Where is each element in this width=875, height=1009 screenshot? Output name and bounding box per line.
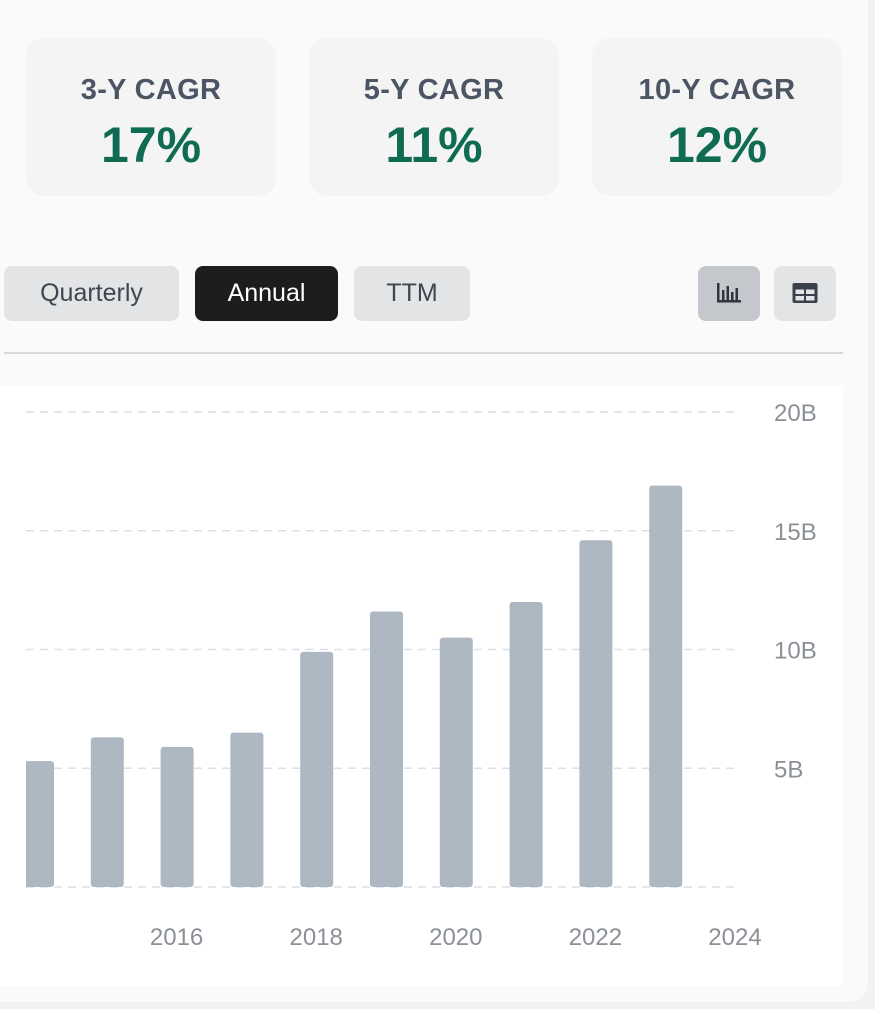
table-icon <box>792 283 818 303</box>
y-tick-label: 10B <box>774 638 817 665</box>
bar-2018[interactable] <box>300 651 334 887</box>
chart-area <box>0 386 843 986</box>
kpi-value: 17% <box>100 117 202 173</box>
bar-2015[interactable] <box>90 737 124 887</box>
kpi-label: 10-Y CAGR <box>638 74 796 106</box>
kpi-label: 3-Y CAGR <box>80 74 222 106</box>
kpi-value: 11% <box>385 117 483 173</box>
bar-2017[interactable] <box>230 732 264 887</box>
ttm-toggle[interactable]: TTM <box>354 266 470 321</box>
bar-2019[interactable] <box>370 611 403 888</box>
bar-chart-icon <box>717 283 741 303</box>
annual-toggle[interactable]: Annual <box>195 266 338 321</box>
kpi-card-3y: 3-Y CAGR 17% <box>26 38 276 196</box>
bar-2014[interactable] <box>21 761 54 887</box>
bar-2020[interactable] <box>439 637 473 887</box>
kpi-value: 12% <box>666 117 768 173</box>
bar-2022[interactable] <box>579 540 613 887</box>
x-tick-label: 2020 <box>429 924 482 951</box>
x-tick-label: 2022 <box>569 924 622 951</box>
kpi-card-5y: 5-Y CAGR 11% <box>309 38 559 196</box>
revenue-bar-chart: 5B 10B 15B 20B 2016 2018 2020 2022 2024 <box>21 400 817 951</box>
bar-2023[interactable] <box>649 485 683 887</box>
chart-view-button[interactable] <box>698 266 760 321</box>
y-tick-label: 15B <box>774 519 817 546</box>
bar-2016[interactable] <box>160 746 194 887</box>
divider <box>4 352 843 354</box>
x-tick-label: 2016 <box>150 924 203 951</box>
y-tick-label: 20B <box>774 400 817 427</box>
kpi-label: 5-Y CAGR <box>363 74 505 106</box>
x-tick-label: 2018 <box>290 924 343 951</box>
y-tick-label: 5B <box>774 756 803 783</box>
x-tick-label: 2024 <box>708 924 761 951</box>
table-view-button[interactable] <box>774 266 836 321</box>
quarterly-toggle[interactable]: Quarterly <box>4 266 179 321</box>
kpi-card-10y: 10-Y CAGR 12% <box>592 38 842 196</box>
bar-2021[interactable] <box>509 602 543 887</box>
